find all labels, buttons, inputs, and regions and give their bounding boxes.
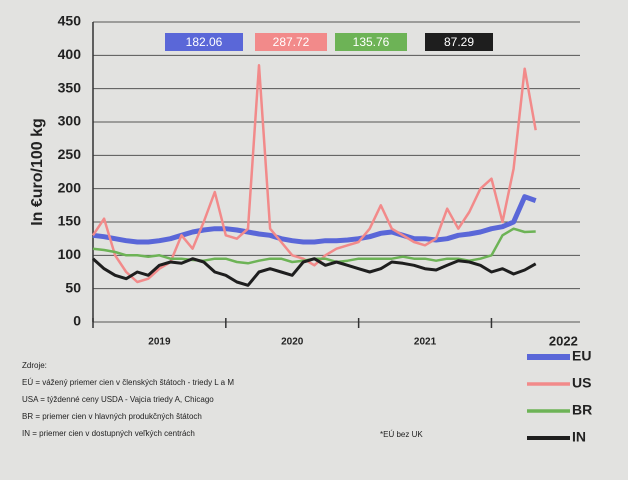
- source-note: EÚ = vážený priemer cien v členských štá…: [22, 378, 234, 387]
- latest-value-box: [425, 33, 493, 51]
- y-tick-label: 100: [58, 246, 82, 262]
- x-tick-label: 2019: [148, 337, 171, 348]
- latest-value-label: 287.72: [273, 35, 310, 49]
- y-tick-label: 50: [65, 279, 81, 295]
- x-tick-label: 2021: [414, 337, 437, 348]
- source-note: Zdroje:: [22, 361, 47, 370]
- y-tick-label: 450: [58, 13, 82, 29]
- y-tick-label: 400: [58, 46, 82, 62]
- x-tick-label: 2020: [281, 337, 304, 348]
- legend-label: EU: [572, 348, 591, 364]
- legend-label: IN: [572, 429, 586, 445]
- latest-value-box: [335, 33, 407, 51]
- latest-value-label: 182.06: [186, 35, 223, 49]
- x-tick-label: 2022: [549, 333, 578, 348]
- series-line: [91, 257, 537, 287]
- latest-value-box: [165, 33, 243, 51]
- y-axis-label: In €uro/100 kg: [29, 118, 46, 226]
- source-note: IN = priemer cien v dostupných veľkých c…: [22, 429, 195, 438]
- series-line: [92, 194, 537, 245]
- y-tick-label: 350: [58, 79, 82, 95]
- legend-label: BR: [572, 402, 592, 418]
- y-tick-label: 0: [73, 313, 81, 329]
- y-tick-label: 250: [58, 146, 82, 162]
- y-tick-label: 150: [58, 213, 82, 229]
- source-note: BR = priemer cien v hlavných produkčných…: [22, 412, 202, 421]
- legend-label: US: [572, 375, 591, 391]
- footnote: *EÚ bez UK: [380, 430, 423, 439]
- latest-value-label: 87.29: [444, 35, 474, 49]
- source-note: USA = týždenné ceny USDA - Vajcia triedy…: [22, 395, 214, 404]
- y-tick-label: 200: [58, 179, 82, 195]
- latest-value-box: [255, 33, 327, 51]
- y-tick-label: 300: [58, 113, 82, 129]
- latest-value-label: 135.76: [353, 35, 390, 49]
